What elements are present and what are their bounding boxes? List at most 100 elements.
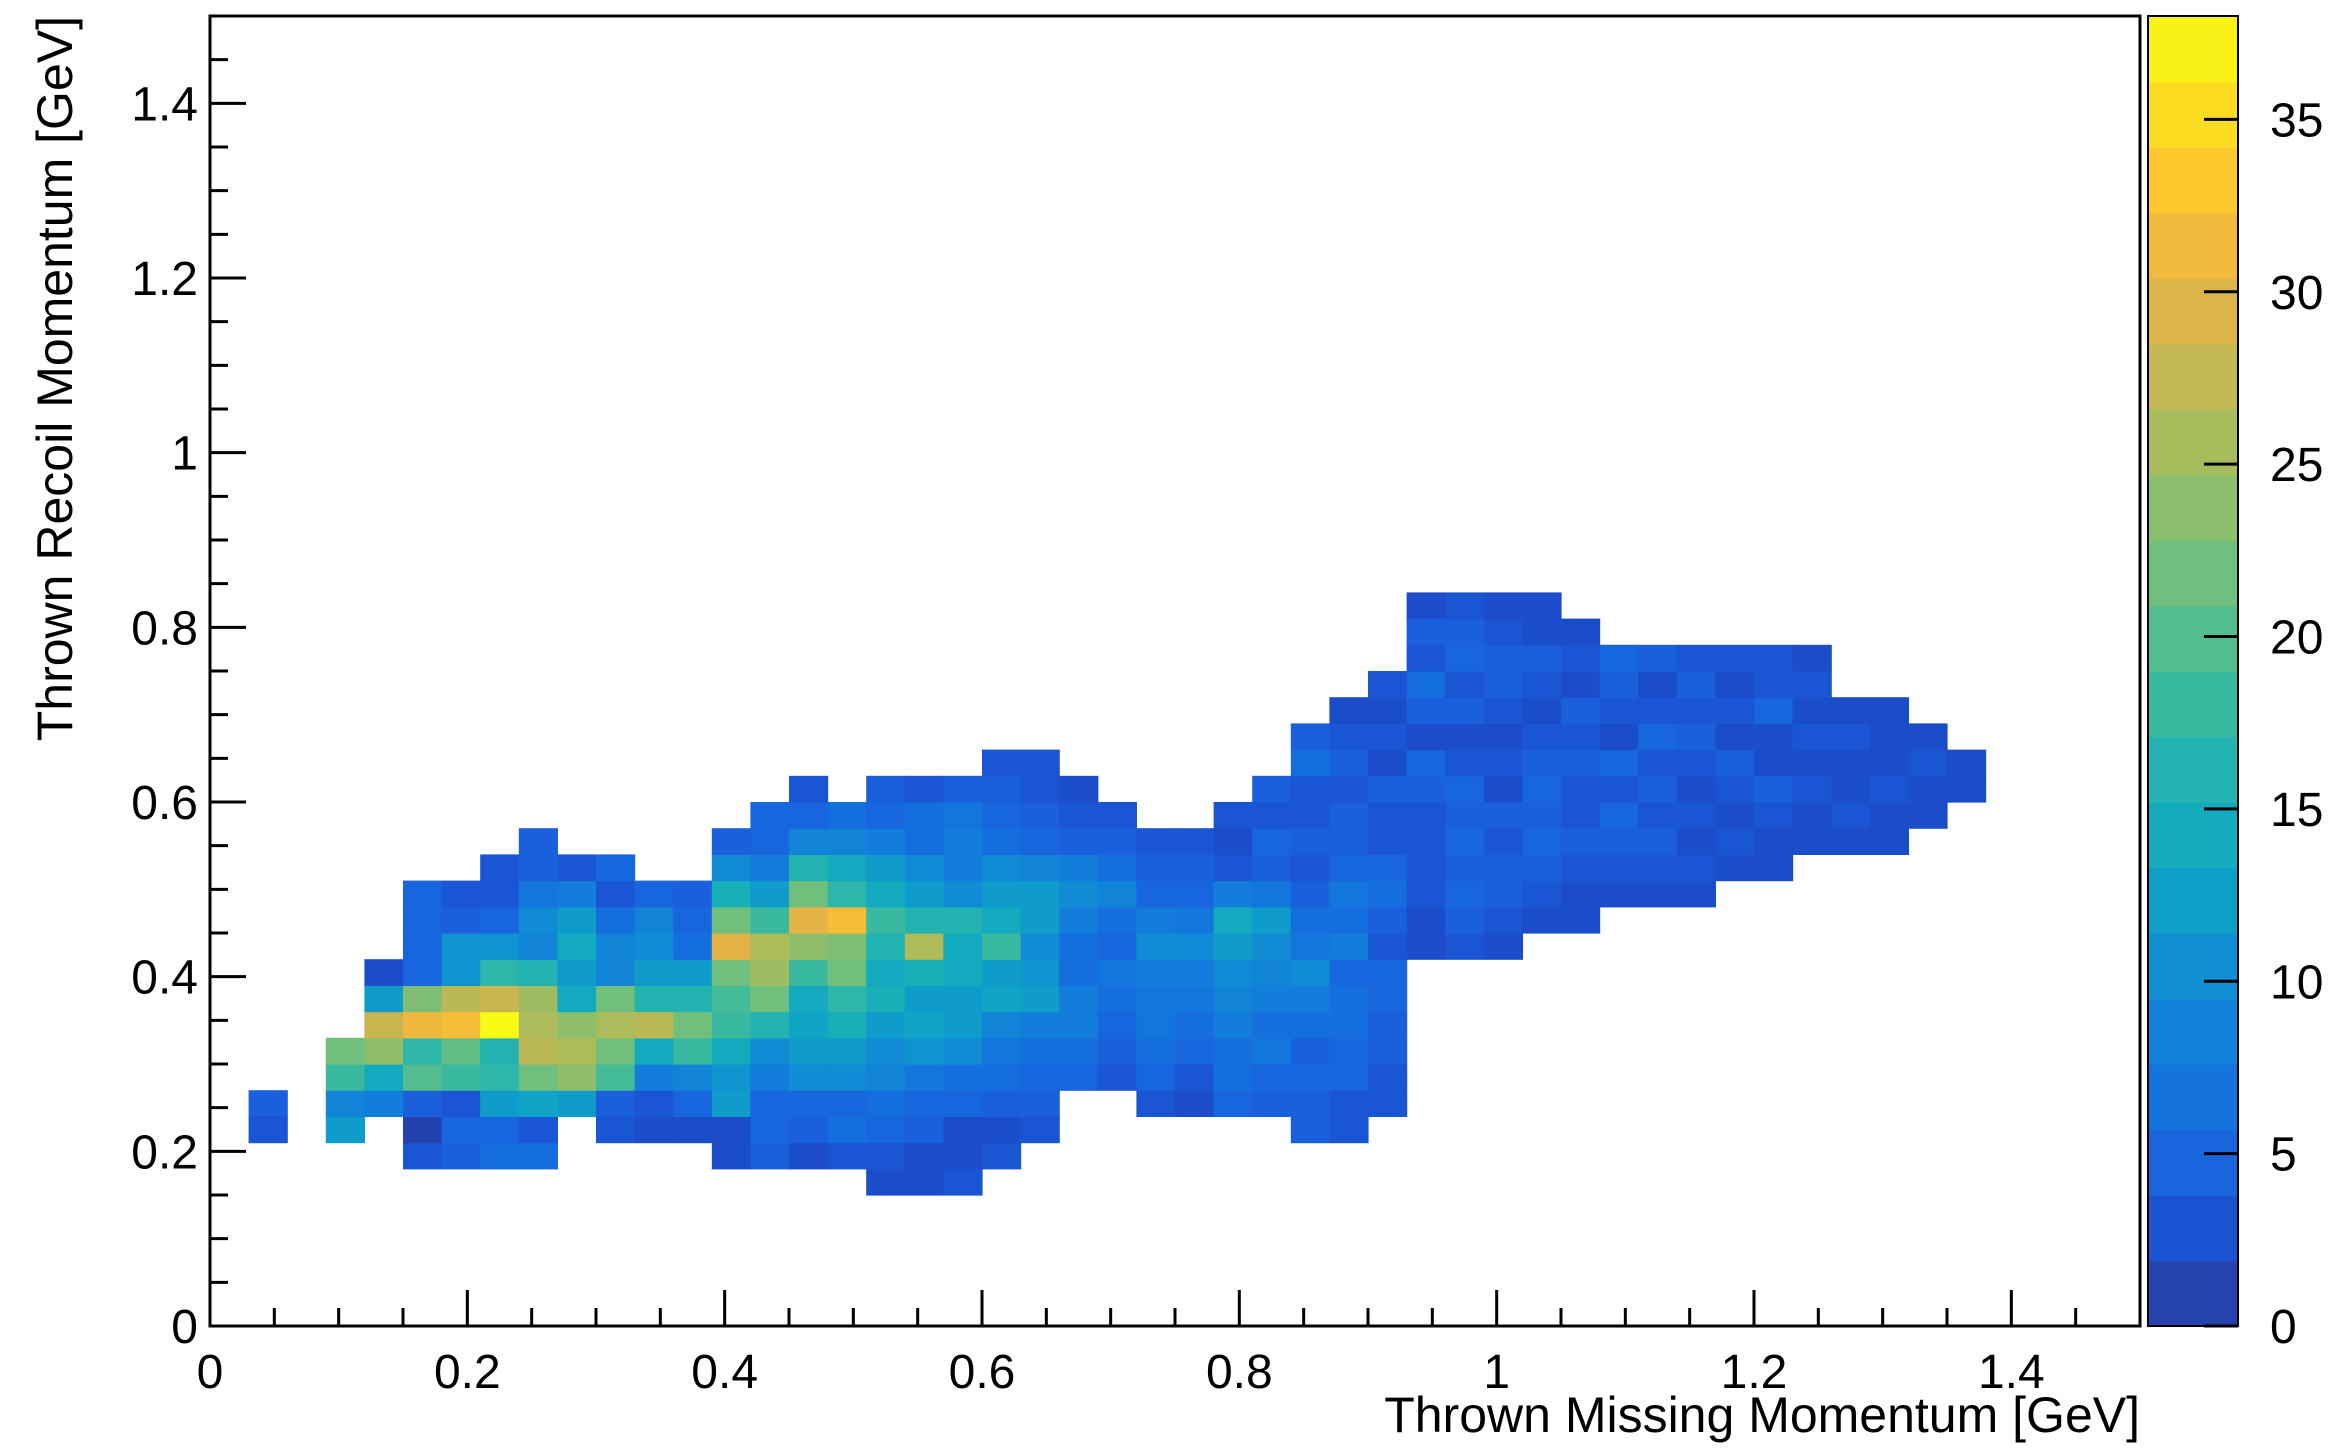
heatmap-cell [1020, 880, 1060, 908]
heatmap-cell [1329, 906, 1369, 934]
heatmap-cell [403, 959, 443, 986]
heatmap-cell [866, 1064, 906, 1091]
colorbar-segment [2148, 736, 2238, 803]
heatmap-cell [1715, 644, 1755, 672]
heatmap-cell [1908, 749, 1948, 777]
heatmap-cell [1136, 985, 1176, 1013]
heatmap-cell [1213, 1011, 1253, 1039]
heatmap-cell [1329, 880, 1369, 908]
heatmap-cell [711, 1011, 751, 1039]
heatmap-cell [750, 880, 790, 908]
heatmap-cell [1406, 854, 1446, 882]
heatmap-cell [1213, 985, 1253, 1013]
heatmap-cell [634, 959, 674, 986]
heatmap-cell [789, 1142, 829, 1170]
heatmap-cell [1368, 749, 1408, 777]
heatmap-cell [1252, 854, 1292, 882]
heatmap-cell [943, 802, 983, 829]
heatmap-cell [1522, 828, 1562, 855]
colorbar-tick-label: 0 [2270, 1301, 2297, 1354]
heatmap-cell [1483, 592, 1523, 620]
colorbar-segment [2148, 212, 2238, 279]
heatmap-cell [827, 933, 867, 960]
heatmap-cell [982, 880, 1022, 908]
heatmap-cell [1638, 644, 1678, 672]
heatmap-cell [711, 959, 751, 986]
heatmap-cell [673, 880, 713, 908]
heatmap-cell [364, 1064, 404, 1091]
heatmap-cell [1638, 854, 1678, 882]
heatmap-cell [1676, 749, 1716, 777]
heatmap-cell [441, 985, 481, 1013]
heatmap-cell [1329, 1064, 1369, 1091]
heatmap-cell [1097, 854, 1137, 882]
heatmap-cell [1406, 723, 1446, 751]
heatmap-cell [827, 854, 867, 882]
heatmap-cell [789, 1011, 829, 1039]
heatmap-cell [480, 933, 520, 960]
heatmap-cell [1406, 618, 1446, 646]
heatmap-cell [1175, 854, 1215, 882]
heatmap-cell [1020, 1011, 1060, 1039]
heatmap-cell [866, 959, 906, 986]
heatmap-cell [750, 1116, 790, 1144]
heatmap-cell [518, 828, 558, 855]
heatmap-cell [518, 1090, 558, 1117]
heatmap-cell [1136, 854, 1176, 882]
heatmap-cell [827, 906, 867, 934]
colorbar-tick-label: 25 [2270, 439, 2323, 492]
heatmap-cell [1406, 906, 1446, 934]
heatmap-cell [982, 854, 1022, 882]
heatmap-cell [1638, 880, 1678, 908]
heatmap-cell [325, 1037, 365, 1065]
heatmap-cell [1715, 697, 1755, 724]
heatmap-cell [596, 854, 636, 882]
heatmap-cell [711, 854, 751, 882]
heatmap-cell [1368, 933, 1408, 960]
heatmap-cell [1213, 1064, 1253, 1091]
y-tick-label: 1.4 [131, 78, 198, 131]
heatmap-cell [1059, 933, 1099, 960]
heatmap-cell [1020, 959, 1060, 986]
heatmap-cell [711, 1064, 751, 1091]
heatmap-cell [403, 1116, 443, 1144]
heatmap-cell [827, 1142, 867, 1170]
heatmap-cell [750, 802, 790, 829]
heatmap-cell [789, 985, 829, 1013]
heatmap-cell [789, 1116, 829, 1144]
heatmap-cell [789, 854, 829, 882]
heatmap-cell [982, 906, 1022, 934]
heatmap-cell [1754, 697, 1794, 724]
x-tick-label: 0.8 [1206, 1346, 1273, 1399]
heatmap-cell [480, 880, 520, 908]
heatmap-cell [1213, 828, 1253, 855]
colorbar-segment [2148, 147, 2238, 214]
heatmap-cell [1792, 644, 1832, 672]
heatmap-cell [1059, 906, 1099, 934]
heatmap-cell [1561, 749, 1601, 777]
heatmap-cell [866, 1168, 906, 1196]
heatmap-cell [557, 906, 597, 934]
heatmap-cell [364, 959, 404, 986]
heatmap-cell [1059, 959, 1099, 986]
heatmap-cell [904, 959, 944, 986]
heatmap-cell [557, 985, 597, 1013]
heatmap-cell [1599, 723, 1639, 751]
heatmap-cell [557, 1011, 597, 1039]
heatmap-cell [1638, 749, 1678, 777]
heatmap-cell [634, 1037, 674, 1065]
heatmap-cell [480, 1090, 520, 1117]
heatmap-cell [1676, 854, 1716, 882]
heatmap-cell [827, 802, 867, 829]
heatmap-cell [789, 802, 829, 829]
heatmap-cell [1368, 671, 1408, 698]
heatmap-cell [1869, 749, 1909, 777]
heatmap-cell [750, 1011, 790, 1039]
heatmap-cell [789, 906, 829, 934]
heatmap-cell [480, 959, 520, 986]
heatmap-cell [904, 1168, 944, 1196]
colorbar-segment [2148, 1195, 2238, 1262]
heatmap-cell [1792, 775, 1832, 803]
heatmap-cell [1175, 1011, 1215, 1039]
